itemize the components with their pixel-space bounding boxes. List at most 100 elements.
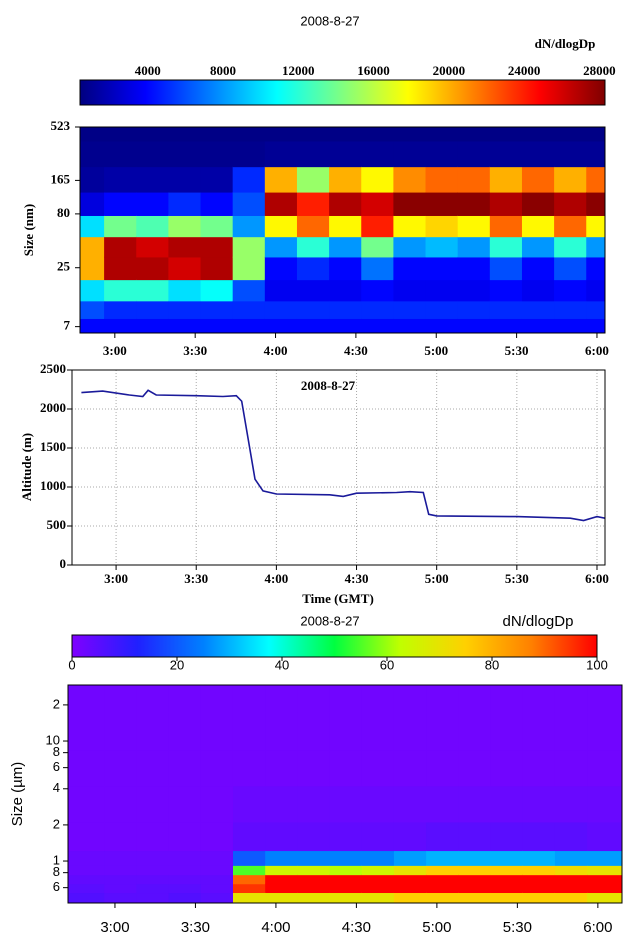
heatmap-cell — [136, 685, 170, 713]
heatmap-cell — [457, 236, 491, 258]
heatmap-cell — [104, 127, 137, 142]
heatmap-cell — [490, 883, 524, 894]
heatmap-cell — [554, 140, 587, 168]
heatmap-cell — [232, 215, 266, 238]
heatmap-cell — [136, 215, 169, 238]
heatmap-cell — [425, 279, 459, 302]
heatmap-cell — [168, 785, 202, 823]
heatmap-cell — [490, 892, 524, 903]
heatmap-cell — [490, 850, 524, 866]
heatmap-cell — [104, 749, 138, 787]
heatmap-cell — [329, 785, 363, 823]
heatmap-cell — [361, 749, 395, 787]
heatmap-cell — [587, 850, 622, 866]
heatmap-cell — [200, 685, 234, 713]
heatmap-cell — [587, 785, 622, 823]
heatmap-cell — [168, 166, 202, 193]
heatmap-cell — [232, 318, 266, 333]
heatmap-cell — [522, 685, 556, 713]
heatmap-cell — [104, 256, 137, 281]
heatmap-cell — [68, 785, 105, 823]
heatmap-cell — [554, 236, 587, 258]
colorbar-tick-label: 20 — [170, 657, 184, 672]
heatmap-cell — [361, 821, 395, 852]
heatmap-cell — [200, 166, 234, 193]
heatmap-cell — [329, 850, 363, 866]
heatmap-cell — [232, 883, 266, 894]
heatmap-cell — [329, 166, 362, 193]
heatmap-cell — [458, 821, 492, 852]
heatmap-cell — [457, 279, 491, 302]
heatmap-cell — [329, 279, 362, 302]
heatmap-cell — [522, 821, 556, 852]
heatmap-cell — [296, 140, 330, 168]
heatmap-cell — [393, 685, 427, 713]
heatmap-cell — [104, 279, 137, 302]
heatmap-cell — [329, 883, 363, 894]
heatmap-cell — [265, 785, 298, 823]
heatmap-cell — [80, 140, 105, 168]
heatmap-cell — [80, 236, 105, 258]
heatmap-cell — [168, 236, 202, 258]
heatmap-cell — [329, 865, 363, 876]
heatmap-cell — [136, 712, 170, 751]
heatmap-cell — [200, 749, 234, 787]
heatmap-cell — [393, 821, 427, 852]
heatmap-cell — [586, 318, 605, 333]
heatmap-cell — [329, 749, 363, 787]
heatmap-cell — [136, 236, 169, 258]
heatmap-cell — [265, 685, 298, 713]
heatmap-cell — [265, 865, 298, 876]
heatmap-cell — [136, 883, 170, 894]
heatmap-cell — [329, 318, 362, 333]
heatmap-cell — [80, 256, 105, 281]
heatmap-cell — [458, 874, 492, 885]
x-tick-label: 3:00 — [103, 343, 127, 358]
heatmap-cell — [200, 865, 234, 876]
heatmap-cell — [490, 685, 524, 713]
heatmap-cell — [361, 685, 395, 713]
heatmap-cell — [458, 850, 492, 866]
plot-frame — [79, 126, 606, 334]
heatmap-cell — [457, 127, 491, 142]
heatmap-cell — [80, 300, 105, 319]
heatmap-cell — [554, 874, 588, 885]
heatmap-cell — [296, 318, 330, 333]
heatmap-cell — [361, 850, 395, 866]
heatmap-cell — [489, 300, 523, 319]
y-tick-label: 165 — [51, 171, 71, 186]
heatmap-cell — [136, 127, 169, 142]
heatmap-cell — [587, 749, 622, 787]
heatmap-cell — [232, 821, 266, 852]
heatmap-cell — [393, 191, 427, 216]
heatmap-cell — [426, 883, 459, 894]
heatmap-cell — [265, 749, 298, 787]
heatmap-cell — [104, 821, 138, 852]
heatmap-cell — [554, 712, 588, 751]
heatmap-cell — [457, 300, 491, 319]
heatmap-cell — [393, 850, 427, 866]
heatmap-cell — [425, 166, 459, 193]
heatmap-cell — [457, 140, 491, 168]
heatmap-cell — [264, 191, 298, 216]
x-tick-label: 5:00 — [425, 571, 449, 586]
heatmap-cell — [490, 821, 524, 852]
heatmap-cell — [104, 318, 137, 333]
heatmap-cell — [168, 685, 202, 713]
y-axis-title: Altitude (m) — [19, 433, 34, 501]
x-tick-label: 6:00 — [583, 919, 612, 936]
y-tick-label: 8 — [53, 864, 60, 879]
heatmap-cell — [264, 127, 298, 142]
heatmap-cell — [361, 318, 394, 333]
heatmap-cell — [168, 256, 202, 281]
heatmap-cell — [489, 166, 523, 193]
heatmap-cell — [586, 256, 605, 281]
heatmap-cell — [232, 300, 266, 319]
colorbar-tick-label: 20000 — [433, 63, 466, 78]
heatmap-cell — [361, 892, 395, 903]
heatmap-cell — [200, 236, 234, 258]
colorbar-tick-label: 0 — [68, 657, 75, 672]
y-tick-label: 7 — [64, 318, 71, 333]
heatmap-cell — [361, 256, 394, 281]
